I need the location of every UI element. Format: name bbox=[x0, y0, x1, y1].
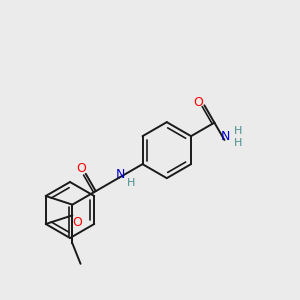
Text: N: N bbox=[221, 130, 230, 143]
Text: O: O bbox=[194, 96, 203, 109]
Text: O: O bbox=[72, 216, 82, 229]
Text: O: O bbox=[76, 162, 86, 175]
Text: H: H bbox=[233, 126, 242, 136]
Text: H: H bbox=[233, 138, 242, 148]
Text: H: H bbox=[127, 178, 136, 188]
Text: N: N bbox=[116, 168, 125, 181]
